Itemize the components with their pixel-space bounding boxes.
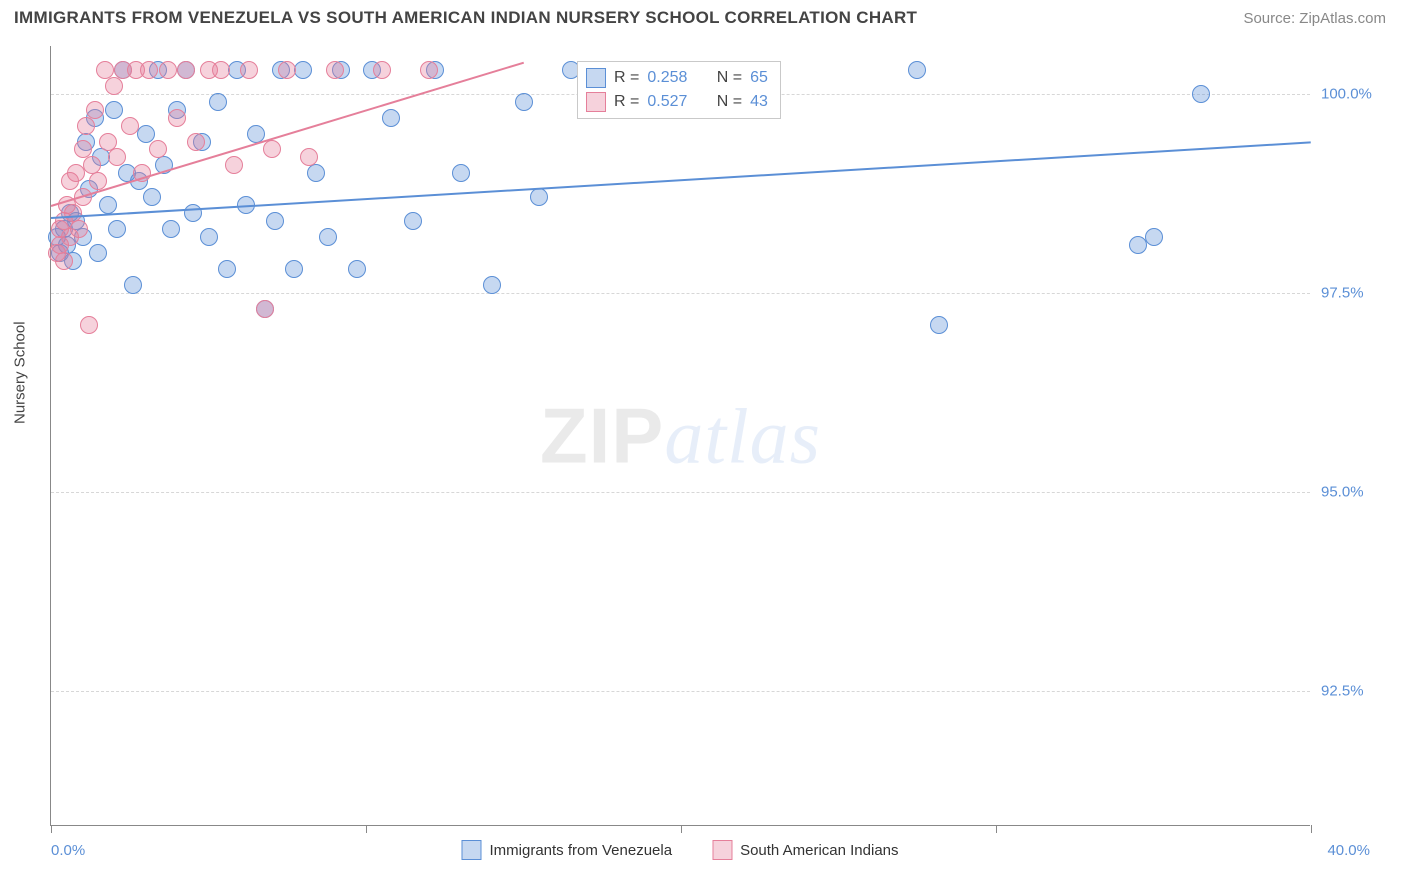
scatter-point-sai [149, 140, 167, 158]
chart-container: Nursery School ZIPatlas 92.5%95.0%97.5%1… [50, 46, 1310, 826]
r-value: 0.527 [647, 93, 687, 111]
scatter-point-venezuela [108, 220, 126, 238]
scatter-point-sai [256, 300, 274, 318]
scatter-point-sai [300, 148, 318, 166]
scatter-point-sai [105, 77, 123, 95]
x-tick [681, 825, 682, 833]
n-value: 43 [750, 93, 768, 111]
x-tick [996, 825, 997, 833]
watermark-zip: ZIP [540, 391, 664, 479]
scatter-point-venezuela [307, 164, 325, 182]
scatter-point-venezuela [404, 212, 422, 230]
x-axis-max-label: 40.0% [1327, 842, 1370, 859]
scatter-point-venezuela [515, 93, 533, 111]
scatter-point-sai [86, 101, 104, 119]
scatter-point-sai [177, 61, 195, 79]
scatter-point-venezuela [137, 125, 155, 143]
stats-row: R = 0.258 N = 65 [586, 66, 768, 90]
y-tick-label: 92.5% [1321, 682, 1364, 699]
grid-line [51, 492, 1310, 493]
stats-legend: R = 0.258 N = 65R = 0.527 N = 43 [577, 61, 781, 119]
scatter-point-sai [278, 61, 296, 79]
stats-row: R = 0.527 N = 43 [586, 90, 768, 114]
scatter-point-venezuela [382, 109, 400, 127]
chart-title: IMMIGRANTS FROM VENEZUELA VS SOUTH AMERI… [14, 8, 917, 28]
plot-area: ZIPatlas 92.5%95.0%97.5%100.0%0.0%40.0%R… [50, 46, 1310, 826]
n-label: N = [717, 69, 742, 87]
title-bar: IMMIGRANTS FROM VENEZUELA VS SOUTH AMERI… [0, 0, 1406, 32]
legend-label: South American Indians [740, 842, 898, 859]
scatter-point-venezuela [162, 220, 180, 238]
scatter-point-venezuela [294, 61, 312, 79]
trend-line-venezuela [51, 141, 1311, 219]
scatter-point-sai [140, 61, 158, 79]
scatter-point-venezuela [930, 316, 948, 334]
grid-line [51, 691, 1310, 692]
scatter-point-sai [263, 140, 281, 158]
scatter-point-venezuela [908, 61, 926, 79]
scatter-point-venezuela [1145, 228, 1163, 246]
scatter-point-sai [80, 316, 98, 334]
scatter-point-venezuela [1192, 85, 1210, 103]
legend-swatch [461, 840, 481, 860]
scatter-point-venezuela [218, 260, 236, 278]
scatter-point-sai [168, 109, 186, 127]
scatter-point-sai [121, 117, 139, 135]
scatter-point-sai [420, 61, 438, 79]
y-axis-title: Nursery School [12, 321, 29, 424]
scatter-point-sai [240, 61, 258, 79]
scatter-point-venezuela [452, 164, 470, 182]
watermark: ZIPatlas [540, 390, 821, 481]
x-tick [1311, 825, 1312, 833]
legend-bottom: Immigrants from Venezuela South American … [461, 840, 898, 860]
y-tick-label: 97.5% [1321, 284, 1364, 301]
y-tick-label: 100.0% [1321, 85, 1372, 102]
scatter-point-venezuela [143, 188, 161, 206]
scatter-point-venezuela [124, 276, 142, 294]
legend-item: South American Indians [712, 840, 898, 860]
watermark-atlas: atlas [664, 392, 821, 479]
x-tick [366, 825, 367, 833]
scatter-point-venezuela [285, 260, 303, 278]
scatter-point-venezuela [184, 204, 202, 222]
scatter-point-venezuela [200, 228, 218, 246]
legend-swatch [712, 840, 732, 860]
source-label: Source: ZipAtlas.com [1243, 10, 1386, 27]
scatter-point-venezuela [266, 212, 284, 230]
r-label: R = [614, 93, 639, 111]
legend-item: Immigrants from Venezuela [461, 840, 672, 860]
legend-label: Immigrants from Venezuela [489, 842, 672, 859]
scatter-point-sai [108, 148, 126, 166]
scatter-point-sai [55, 252, 73, 270]
scatter-point-venezuela [483, 276, 501, 294]
x-axis-min-label: 0.0% [51, 842, 85, 859]
legend-swatch [586, 68, 606, 88]
scatter-point-sai [326, 61, 344, 79]
legend-swatch [586, 92, 606, 112]
r-value: 0.258 [647, 69, 687, 87]
scatter-point-sai [77, 117, 95, 135]
scatter-point-venezuela [319, 228, 337, 246]
scatter-point-venezuela [348, 260, 366, 278]
scatter-point-sai [225, 156, 243, 174]
scatter-point-venezuela [209, 93, 227, 111]
n-label: N = [717, 93, 742, 111]
scatter-point-venezuela [105, 101, 123, 119]
scatter-point-sai [212, 61, 230, 79]
scatter-point-venezuela [89, 244, 107, 262]
scatter-point-sai [187, 133, 205, 151]
n-value: 65 [750, 69, 768, 87]
scatter-point-sai [70, 220, 88, 238]
r-label: R = [614, 69, 639, 87]
scatter-point-sai [373, 61, 391, 79]
scatter-point-venezuela [99, 196, 117, 214]
y-tick-label: 95.0% [1321, 483, 1364, 500]
grid-line [51, 293, 1310, 294]
scatter-point-venezuela [530, 188, 548, 206]
x-tick [51, 825, 52, 833]
scatter-point-sai [159, 61, 177, 79]
